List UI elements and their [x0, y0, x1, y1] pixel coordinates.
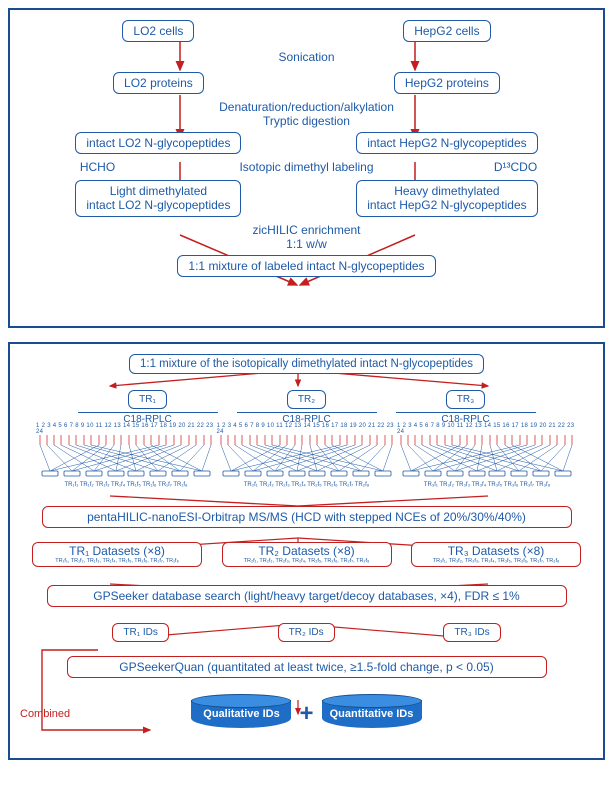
node-light-dimethyl: Light dimethylated intact LO2 N-glycopep… [75, 180, 241, 217]
txt: Light dimethylated [110, 184, 207, 198]
node-ids2: TR₂ IDs [278, 623, 335, 642]
node-ds3: TR₃ Datasets (×8) TR₃f₁, TR₃f₂, TR₃f₃, T… [411, 542, 581, 567]
cylinder-qualitative: Qualitative IDs [191, 694, 291, 734]
panel-analysis: 1:1 mixture of the isotopically dimethyl… [8, 342, 605, 760]
fan-tr3: 1 2 3 4 5 6 7 8 9 10 11 12 13 14 15 16 1… [397, 423, 577, 488]
node-tr3: TR₃ [446, 390, 485, 409]
combine-tr3: TR₃f₁ TR₃f₂ TR₃f₃ TR₃f₄ TR₃f₅ TR₃f₆ TR₃f… [397, 482, 577, 488]
node-hepg2-proteins: HepG2 proteins [394, 72, 500, 94]
fan-tr1: 1 2 3 4 5 6 7 8 9 10 11 12 13 14 15 16 1… [36, 423, 216, 488]
label-d13cdo: D¹³CDO [466, 160, 566, 174]
node-hepg2-glyco: intact HepG2 N-glycopeptides [356, 132, 537, 154]
label-tryptic: Tryptic digestion [18, 114, 595, 128]
label-hcho: HCHO [48, 160, 148, 174]
txt: TR₁f₁, TR₁f₂, TR₁f₃, TR₁f₄, TR₁f₅, TR₁f₆… [37, 558, 197, 564]
txt: Quantitative IDs [322, 708, 422, 720]
node-heavy-dimethyl: Heavy dimethylated intact HepG2 N-glycop… [356, 180, 537, 217]
txt: intact LO2 N-glycopeptides [86, 198, 230, 212]
node-tr2: TR₂ [287, 390, 326, 409]
node-ds2: TR₂ Datasets (×8) TR₂f₁, TR₂f₂, TR₂f₃, T… [222, 542, 392, 567]
label-denaturation: Denaturation/reduction/alkylation [18, 100, 595, 114]
label-zichilic: zicHILIC enrichment [18, 223, 595, 237]
node-mixture-top: 1:1 mixture of the isotopically dimethyl… [129, 354, 484, 374]
nums-tr2: 1 2 3 4 5 6 7 8 9 10 11 12 13 14 15 16 1… [217, 423, 397, 435]
txt: intact HepG2 N-glycopeptides [367, 198, 526, 212]
node-mixture: 1:1 mixture of labeled intact N-glycopep… [177, 255, 435, 277]
cylinder-quantitative: Quantitative IDs [322, 694, 422, 734]
fan-svg-3 [397, 435, 577, 477]
txt: TR₂f₁, TR₂f₂, TR₂f₃, TR₂f₄, TR₂f₅, TR₂f₆… [227, 558, 387, 564]
txt: Qualitative IDs [191, 708, 291, 720]
combine-tr2: TR₂f₁ TR₂f₂ TR₂f₃ TR₂f₄ TR₂f₅ TR₂f₆ TR₂f… [217, 482, 397, 488]
node-lo2-glyco: intact LO2 N-glycopeptides [75, 132, 241, 154]
node-ms: pentaHILIC-nanoESI-Orbitrap MS/MS (HCD w… [42, 506, 572, 528]
txt: TR₃f₁, TR₃f₂, TR₃f₃, TR₃f₄, TR₃f₅, TR₃f₆… [416, 558, 576, 564]
nums-tr1: 1 2 3 4 5 6 7 8 9 10 11 12 13 14 15 16 1… [36, 423, 216, 435]
node-ds1: TR₁ Datasets (×8) TR₁f₁, TR₁f₂, TR₁f₃, T… [32, 542, 202, 567]
combine-tr1: TR₁f₁ TR₁f₂ TR₁f₃ TR₁f₄ TR₁f₅ TR₁f₆ TR₁f… [36, 482, 216, 488]
node-ids1: TR₁ IDs [112, 623, 168, 642]
txt: TR₂ Datasets (×8) [227, 545, 387, 558]
panel-sample-prep: LO2 cells HepG2 cells Sonication LO2 pro… [8, 8, 605, 328]
node-lo2-cells: LO2 cells [122, 20, 194, 42]
node-lo2-proteins: LO2 proteins [113, 72, 204, 94]
label-sonication: Sonication [18, 50, 595, 64]
node-ids3: TR₃ IDs [443, 623, 500, 642]
plus-icon: + [291, 700, 321, 728]
label-ratio: 1:1 w/w [18, 237, 595, 251]
txt: Heavy dimethylated [394, 184, 499, 198]
node-search: GPSeeker database search (light/heavy ta… [47, 585, 567, 607]
txt: TR₃ Datasets (×8) [416, 545, 576, 558]
node-tr1: TR₁ [128, 390, 167, 409]
nums-tr3: 1 2 3 4 5 6 7 8 9 10 11 12 13 14 15 16 1… [397, 423, 577, 435]
fan-svg-1 [36, 435, 216, 477]
node-hepg2-cells: HepG2 cells [403, 20, 490, 42]
txt: TR₁ Datasets (×8) [37, 545, 197, 558]
label-iso-dimethyl: Isotopic dimethyl labeling [207, 160, 407, 174]
fan-tr2: 1 2 3 4 5 6 7 8 9 10 11 12 13 14 15 16 1… [217, 423, 397, 488]
fan-svg-2 [217, 435, 397, 477]
node-quan: GPSeekerQuan (quantitated at least twice… [67, 656, 547, 678]
